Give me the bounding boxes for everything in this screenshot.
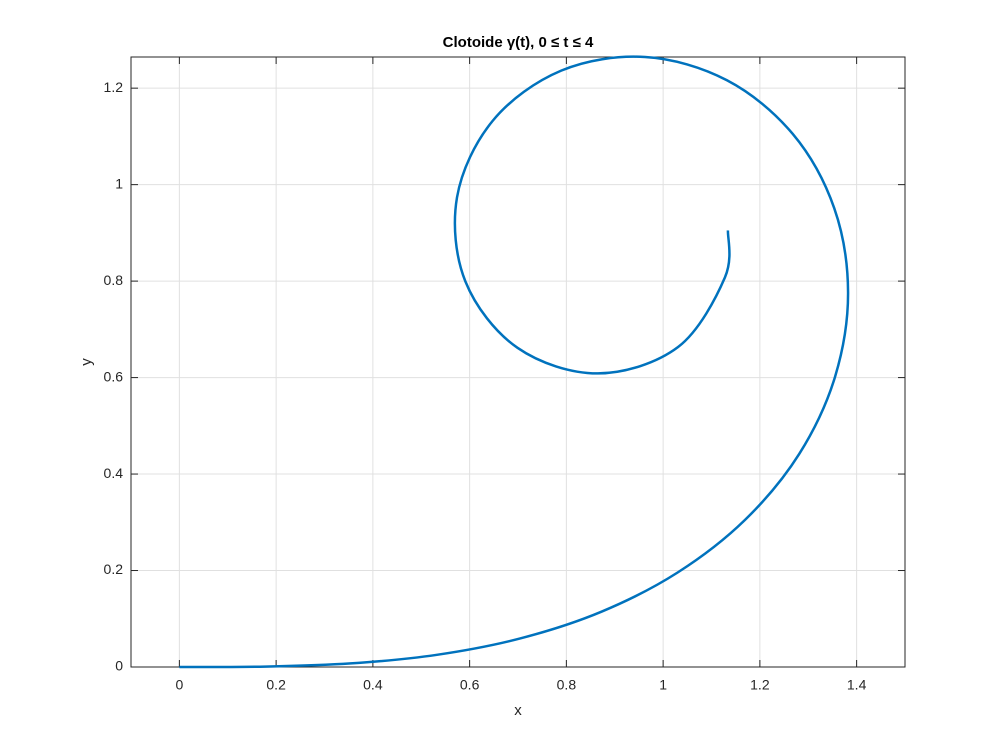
y-tick-label: 0.8 xyxy=(104,272,124,288)
y-tick-label: 0 xyxy=(115,658,123,674)
x-axis-label: x xyxy=(514,702,522,719)
data-line xyxy=(179,55,850,669)
x-tick-label: 0 xyxy=(175,677,183,693)
axes-box xyxy=(130,56,906,668)
y-axis-label: y xyxy=(78,358,95,366)
x-tick-label: 0.6 xyxy=(460,677,480,693)
chart-title: Clotoide γ(t), 0 ≤ t ≤ 4 xyxy=(443,34,594,51)
x-tick-label: 0.8 xyxy=(557,677,577,693)
x-tick-label: 1 xyxy=(659,677,667,693)
x-tick-label: 1.2 xyxy=(750,677,770,693)
x-tick-label: 0.2 xyxy=(266,677,286,693)
x-tick-label: 1.4 xyxy=(847,677,867,693)
y-tick-label: 1.2 xyxy=(104,79,124,95)
x-tick-label: 0.4 xyxy=(363,677,383,693)
y-tick-label: 0.4 xyxy=(104,465,124,481)
y-tick-label: 0.2 xyxy=(104,561,124,577)
y-tick-label: 0.6 xyxy=(104,368,124,384)
y-tick-label: 1 xyxy=(115,175,123,191)
